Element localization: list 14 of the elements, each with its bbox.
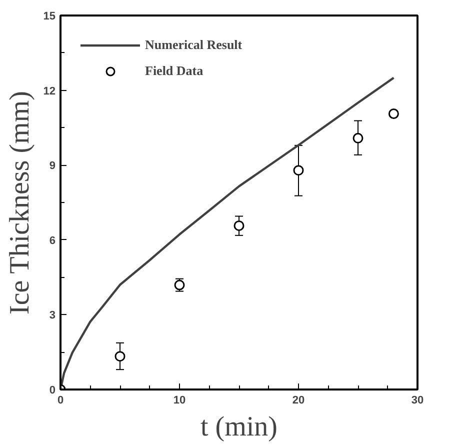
y-tick-label: 12 bbox=[43, 85, 56, 98]
x-axis-title: t (min) bbox=[200, 412, 278, 442]
x-tick-label: 20 bbox=[292, 394, 305, 406]
y-axis-title: Ice Thickness (mm) bbox=[4, 91, 36, 314]
y-tick-label: 0 bbox=[49, 384, 56, 396]
y-tick-label: 3 bbox=[49, 310, 56, 322]
x-tick-label: 30 bbox=[411, 394, 424, 406]
y-tick-label: 15 bbox=[43, 10, 56, 22]
legend-label: Numerical Result bbox=[145, 37, 242, 53]
x-tick-label: 10 bbox=[173, 394, 186, 406]
y-tick-label: 6 bbox=[49, 234, 56, 247]
x-tick-label: 0 bbox=[57, 394, 64, 406]
y-tick-label: 9 bbox=[49, 160, 56, 172]
legend-label: Field Data bbox=[145, 63, 204, 79]
